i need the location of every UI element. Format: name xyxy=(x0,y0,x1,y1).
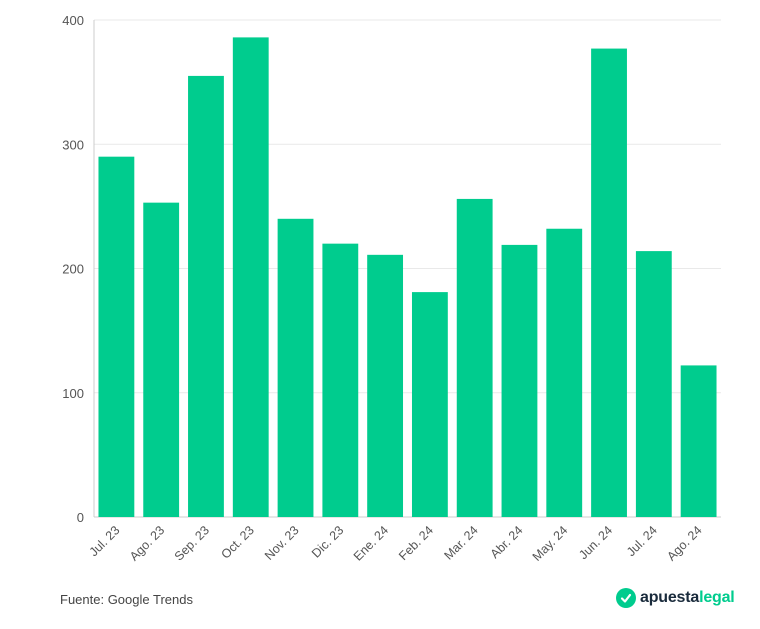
bar xyxy=(546,228,583,518)
x-tick-label: Oct. 23 xyxy=(218,523,256,561)
bar xyxy=(635,251,672,518)
y-tick-label: 200 xyxy=(62,262,84,277)
x-tick-label: Mar. 24 xyxy=(441,523,480,562)
x-tick-label: Dic. 23 xyxy=(309,523,346,560)
y-tick-label: 0 xyxy=(77,510,84,525)
x-tick-label: Jun. 24 xyxy=(576,523,615,562)
x-tick-label: Ago. 24 xyxy=(664,523,704,563)
x-tick-label: Ene. 24 xyxy=(351,523,391,563)
bar xyxy=(367,254,404,517)
x-tick-label: Feb. 24 xyxy=(396,523,436,563)
bar xyxy=(680,365,717,517)
y-tick-label: 100 xyxy=(62,386,84,401)
bar xyxy=(456,198,493,518)
logo-text-accent: legal xyxy=(699,589,735,606)
bar xyxy=(98,156,135,518)
x-tick-label: Ago. 23 xyxy=(127,523,167,563)
bar xyxy=(501,244,538,517)
brand-logo: apuesta legal xyxy=(616,588,735,608)
bar xyxy=(411,292,448,517)
x-tick-label: Nov. 23 xyxy=(262,523,302,563)
x-tick-label: May. 24 xyxy=(530,523,571,564)
bar xyxy=(143,202,180,517)
bar xyxy=(277,218,314,518)
bar xyxy=(591,48,627,517)
y-tick-label: 400 xyxy=(62,13,84,28)
x-tick-label: Sep. 23 xyxy=(172,523,212,563)
bar xyxy=(188,75,224,517)
x-tick-label: Jul. 24 xyxy=(624,523,660,559)
check-badge-icon xyxy=(616,588,636,608)
bar xyxy=(232,37,269,518)
bar xyxy=(322,243,359,517)
x-tick-label: Jul. 23 xyxy=(87,523,123,559)
y-tick-label: 300 xyxy=(62,137,84,152)
source-note: Fuente: Google Trends xyxy=(60,592,193,607)
x-tick-label: Abr. 24 xyxy=(488,523,526,561)
logo-text-main: apuesta xyxy=(640,589,700,606)
